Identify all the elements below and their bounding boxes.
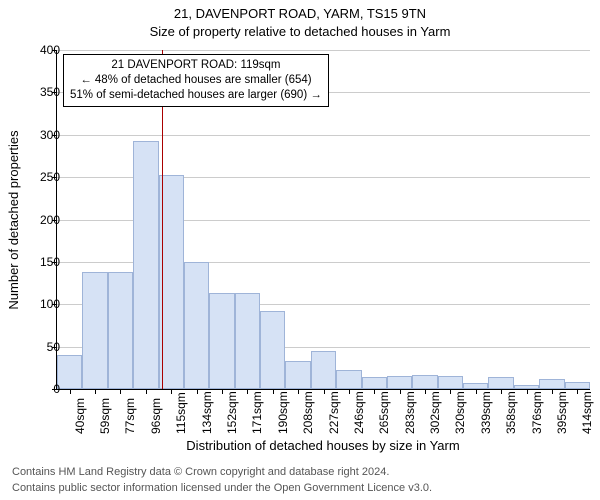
histogram-bar [412,375,437,389]
x-tick-mark [552,389,553,394]
x-tick-label: 358sqm [504,391,518,434]
x-tick-mark [222,389,223,394]
chart-title-line2: Size of property relative to detached ho… [0,24,600,39]
histogram-bar [209,293,234,389]
chart-title-line1: 21, DAVENPORT ROAD, YARM, TS15 9TN [0,6,600,21]
histogram-bar [387,376,412,389]
footer-line1: Contains HM Land Registry data © Crown c… [12,466,389,478]
histogram-bar [488,377,513,389]
x-tick-label: 208sqm [301,391,315,434]
x-tick-mark [95,389,96,394]
x-tick-mark [374,389,375,394]
x-tick-mark [247,389,248,394]
x-tick-mark [527,389,528,394]
info-box-line3: 51% of semi-detached houses are larger (… [70,88,322,103]
x-tick-label: 190sqm [276,391,290,434]
histogram-bar [565,382,590,389]
x-axis-label: Distribution of detached houses by size … [56,438,590,453]
x-tick-label: 283sqm [403,391,417,434]
chart-container: 21, DAVENPORT ROAD, YARM, TS15 9TN Size … [0,0,600,500]
x-tick-mark [450,389,451,394]
x-tick-mark [577,389,578,394]
x-tick-label: 339sqm [479,391,493,434]
x-tick-mark [501,389,502,394]
x-tick-label: 77sqm [123,398,137,434]
y-tick-label: 250 [30,170,60,184]
footer-line2: Contains public sector information licen… [12,482,432,494]
x-tick-mark [298,389,299,394]
histogram-bar [362,377,387,389]
x-tick-mark [197,389,198,394]
x-tick-mark [273,389,274,394]
y-axis-label: Number of detached properties [6,50,21,390]
x-tick-label: 96sqm [149,398,163,434]
histogram-bar [184,262,209,389]
y-tick-label: 200 [30,213,60,227]
histogram-bar [133,141,158,389]
histogram-bar [235,293,260,389]
histogram-bar [57,355,82,389]
histogram-bar [108,272,133,389]
x-tick-label: 320sqm [453,391,467,434]
y-tick-label: 300 [30,128,60,142]
x-tick-mark [349,389,350,394]
x-tick-label: 414sqm [580,391,594,434]
x-tick-label: 395sqm [555,391,569,434]
x-tick-label: 171sqm [250,391,264,434]
y-tick-label: 400 [30,43,60,57]
histogram-bar [539,379,564,389]
x-tick-label: 227sqm [327,391,341,434]
x-tick-label: 265sqm [377,391,391,434]
plot-area: 21 DAVENPORT ROAD: 119sqm← 48% of detach… [56,50,590,390]
histogram-bar [336,370,361,389]
y-tick-label: 0 [30,382,60,396]
x-tick-mark [425,389,426,394]
histogram-bar [82,272,107,389]
x-tick-label: 59sqm [98,398,112,434]
x-tick-mark [324,389,325,394]
x-tick-mark [171,389,172,394]
y-tick-label: 150 [30,255,60,269]
histogram-bar [438,376,463,389]
histogram-bar [311,351,336,389]
info-box: 21 DAVENPORT ROAD: 119sqm← 48% of detach… [63,54,329,107]
x-tick-mark [70,389,71,394]
x-tick-label: 40sqm [73,398,87,434]
gridline [57,135,590,136]
info-box-line2: ← 48% of detached houses are smaller (65… [70,73,322,88]
histogram-bar [260,311,285,389]
x-tick-label: 246sqm [352,391,366,434]
x-tick-label: 376sqm [530,391,544,434]
y-tick-label: 350 [30,85,60,99]
x-tick-mark [120,389,121,394]
y-tick-label: 50 [30,340,60,354]
x-tick-label: 302sqm [428,391,442,434]
gridline [57,50,590,51]
x-tick-label: 115sqm [174,392,188,434]
x-tick-mark [146,389,147,394]
x-tick-label: 152sqm [225,391,239,434]
histogram-bar [285,361,310,389]
y-tick-label: 100 [30,297,60,311]
x-tick-label: 134sqm [200,391,214,434]
x-tick-mark [476,389,477,394]
info-box-line1: 21 DAVENPORT ROAD: 119sqm [70,58,322,73]
x-tick-mark [400,389,401,394]
